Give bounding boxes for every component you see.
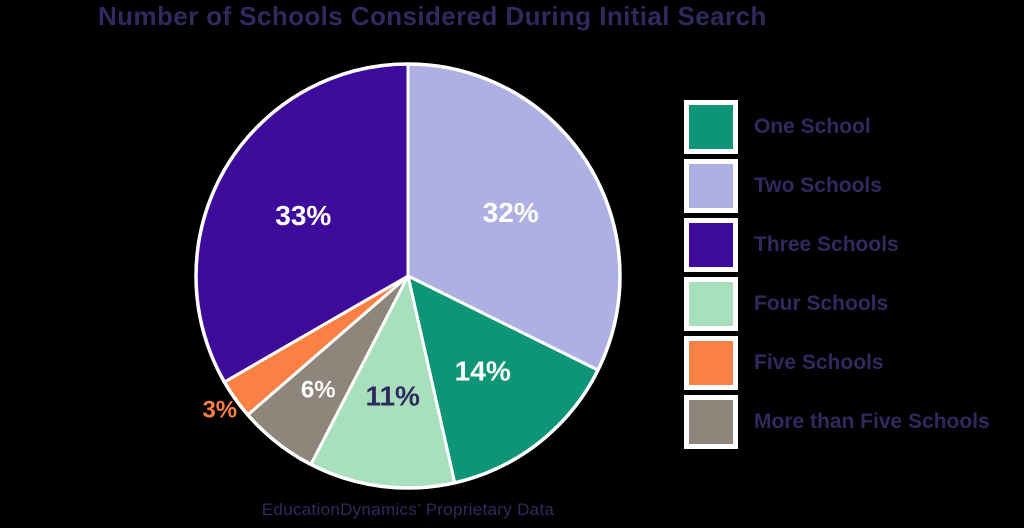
pie-value-label-two-schools: 32% — [483, 197, 539, 228]
legend-swatch-five-schools — [684, 336, 738, 390]
pie-chart: 32% 14% 11% 6% 3% 33% — [194, 62, 622, 490]
legend-item-three-schools: Three Schools — [684, 218, 990, 272]
legend-label: Two Schools — [754, 174, 882, 197]
legend-label: Four Schools — [754, 292, 889, 315]
legend-item-one-school: One School — [684, 100, 990, 154]
legend-swatch-more-than-five-schools — [684, 395, 738, 449]
legend-item-more-than-five-schools: More than Five Schools — [684, 395, 990, 449]
legend-swatch-two-schools — [684, 159, 738, 213]
legend-swatch-three-schools — [684, 218, 738, 272]
pie-value-label-five-schools: 3% — [202, 397, 237, 424]
pie-value-label-more-than-five-schools: 6% — [301, 377, 336, 404]
legend-item-five-schools: Five Schools — [684, 336, 990, 390]
legend: One School Two Schools Three Schools Four S… — [684, 100, 990, 449]
source-note: EducationDynamics’ Proprietary Data — [261, 500, 555, 519]
pie-value-label-four-schools: 11% — [365, 380, 420, 411]
legend-swatch-four-schools — [684, 277, 738, 331]
pie-value-label-three-schools: 33% — [275, 200, 331, 231]
legend-item-four-schools: Four Schools — [684, 277, 990, 331]
pie-value-label-one-school: 14% — [455, 356, 511, 387]
legend-label: Three Schools — [754, 233, 899, 256]
chart-title: Number of Schools Considered During Init… — [98, 1, 767, 31]
legend-label: One School — [754, 115, 871, 138]
pie-outer-ring — [194, 62, 622, 490]
legend-label: More than Five Schools — [754, 410, 990, 433]
legend-swatch-one-school — [684, 100, 738, 154]
legend-item-two-schools: Two Schools — [684, 159, 990, 213]
legend-label: Five Schools — [754, 351, 884, 374]
